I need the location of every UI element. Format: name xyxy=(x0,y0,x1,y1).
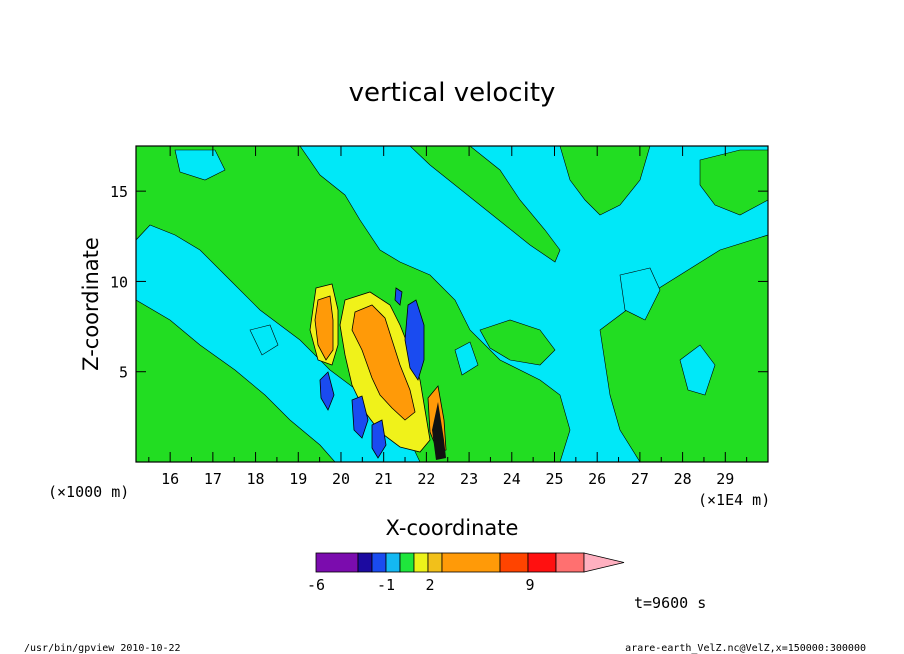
time-label: t=9600 s xyxy=(634,594,706,612)
colorbar xyxy=(315,552,625,573)
colorbar-swatch xyxy=(399,552,415,573)
footer-right: arare-earth_VelZ.nc@VelZ,x=150000:300000 xyxy=(625,643,866,654)
x-tick-label: 16 xyxy=(161,470,179,488)
colorbar-labels: -6 -1 2 9 xyxy=(307,576,535,594)
x-axis-label: X-coordinate xyxy=(386,516,519,540)
y-axis: 5 10 15 xyxy=(110,183,768,382)
colorbar-swatch xyxy=(315,552,359,573)
x-tick-label: 29 xyxy=(716,470,734,488)
colorbar-label: -6 xyxy=(307,576,325,594)
downdraft-regions xyxy=(319,287,425,459)
y-tick-label: 10 xyxy=(110,273,128,291)
colorbar-swatch xyxy=(371,552,387,573)
colorbar-extend-arrow xyxy=(583,552,625,573)
y-scale-note: (×1000 m) xyxy=(48,483,129,501)
colorbar-swatch xyxy=(555,552,585,573)
colorbar-swatch xyxy=(527,552,557,573)
colorbar-swatch xyxy=(441,552,501,573)
colorbar-label: -1 xyxy=(377,576,395,594)
x-tick-label: 25 xyxy=(545,470,563,488)
colorbar-swatch xyxy=(357,552,373,573)
colorbar-swatch xyxy=(427,552,443,573)
x-tick-label: 23 xyxy=(460,470,478,488)
x-tick-label: 26 xyxy=(588,470,606,488)
colorbar-swatch xyxy=(413,552,429,573)
x-tick-label: 21 xyxy=(375,470,393,488)
x-tick-label: 20 xyxy=(332,470,350,488)
plot-frame xyxy=(135,145,769,463)
colorbar-swatch xyxy=(499,552,529,573)
y-axis-label: Z-coordinate xyxy=(79,237,103,371)
chart-title: vertical velocity xyxy=(349,78,556,108)
colorbar-swatch xyxy=(385,552,401,573)
negative-weak-pockets xyxy=(174,149,716,396)
x-tick-label: 22 xyxy=(417,470,435,488)
colorbar-label: 2 xyxy=(425,576,434,594)
y-tick-label: 5 xyxy=(119,364,128,382)
x-scale-note: (×1E4 m) xyxy=(698,491,770,509)
colorbar-label: 9 xyxy=(525,576,534,594)
x-tick-label: 24 xyxy=(503,470,521,488)
x-tick-label: 28 xyxy=(674,470,692,488)
footer-left: /usr/bin/gpview 2010-10-22 xyxy=(24,643,181,654)
x-tick-label: 27 xyxy=(631,470,649,488)
y-tick-label: 15 xyxy=(110,183,128,201)
x-axis: 16 17 18 19 20 21 22 23 24 25 26 27 28 29 xyxy=(148,146,748,488)
x-tick-label: 17 xyxy=(204,470,222,488)
updraft-strong xyxy=(314,295,447,453)
plot-area xyxy=(136,146,768,462)
x-tick-label: 19 xyxy=(289,470,307,488)
x-tick-label: 18 xyxy=(247,470,265,488)
updraft-core xyxy=(432,402,446,460)
